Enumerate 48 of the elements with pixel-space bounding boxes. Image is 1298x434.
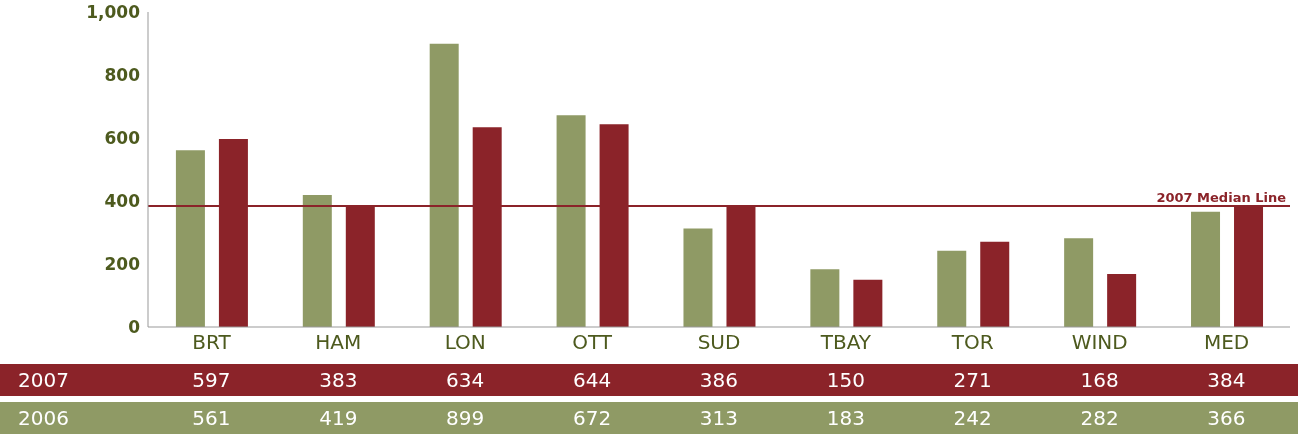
bar (1191, 211, 1221, 327)
bar (175, 150, 205, 327)
y-tick-label: 1,000 (86, 2, 141, 23)
data-label: 386 (698, 368, 740, 392)
bar (1107, 274, 1137, 327)
bar (429, 43, 459, 327)
bar (980, 241, 1010, 327)
y-tick-label: 400 (104, 191, 141, 212)
bar (937, 250, 967, 327)
x-tick-label: WIND (1071, 330, 1128, 355)
data-label: 366 (1206, 406, 1247, 430)
x-tick-label: MED (1203, 330, 1250, 355)
data-label: 271 (952, 368, 993, 392)
text: 2006 (17, 406, 70, 430)
y-tick-label: 200 (104, 254, 141, 275)
data-label: 313 (698, 406, 740, 430)
data-label: 597 (191, 368, 232, 392)
x-tick-label: TBAY (819, 330, 872, 355)
data-label: 282 (1079, 406, 1120, 430)
bar (853, 279, 883, 327)
x-tick-label: LON (444, 330, 486, 355)
data-label: 384 (1206, 368, 1247, 392)
bar (302, 195, 332, 327)
bar (810, 269, 840, 327)
data-label: 150 (825, 368, 866, 392)
y-tick-label: 600 (104, 128, 141, 149)
data-label: 561 (191, 406, 232, 430)
x-tick-label: BRT (192, 330, 232, 355)
data-label: 672 (571, 406, 613, 430)
data-label: 242 (952, 406, 993, 430)
data-label: 644 (571, 368, 613, 392)
x-tick-label: SUD (697, 330, 741, 355)
x-tick-label: TOR (950, 330, 994, 355)
bar (1064, 238, 1094, 327)
text: 2007 (17, 368, 70, 392)
y-tick-label: 800 (104, 65, 141, 86)
bar (683, 228, 713, 327)
data-label: 168 (1079, 368, 1120, 392)
data-label: 183 (825, 406, 866, 430)
data-label: 634 (445, 368, 486, 392)
x-tick-label: HAM (315, 330, 362, 355)
data-label: 383 (318, 368, 359, 392)
data-label: 419 (318, 406, 359, 430)
bar (556, 115, 586, 327)
data-label: 899 (445, 406, 486, 430)
x-tick-label: OTT (572, 330, 613, 355)
ref-line-label: 2007 Median Line (1156, 190, 1287, 206)
y-tick-label: 0 (128, 317, 141, 338)
